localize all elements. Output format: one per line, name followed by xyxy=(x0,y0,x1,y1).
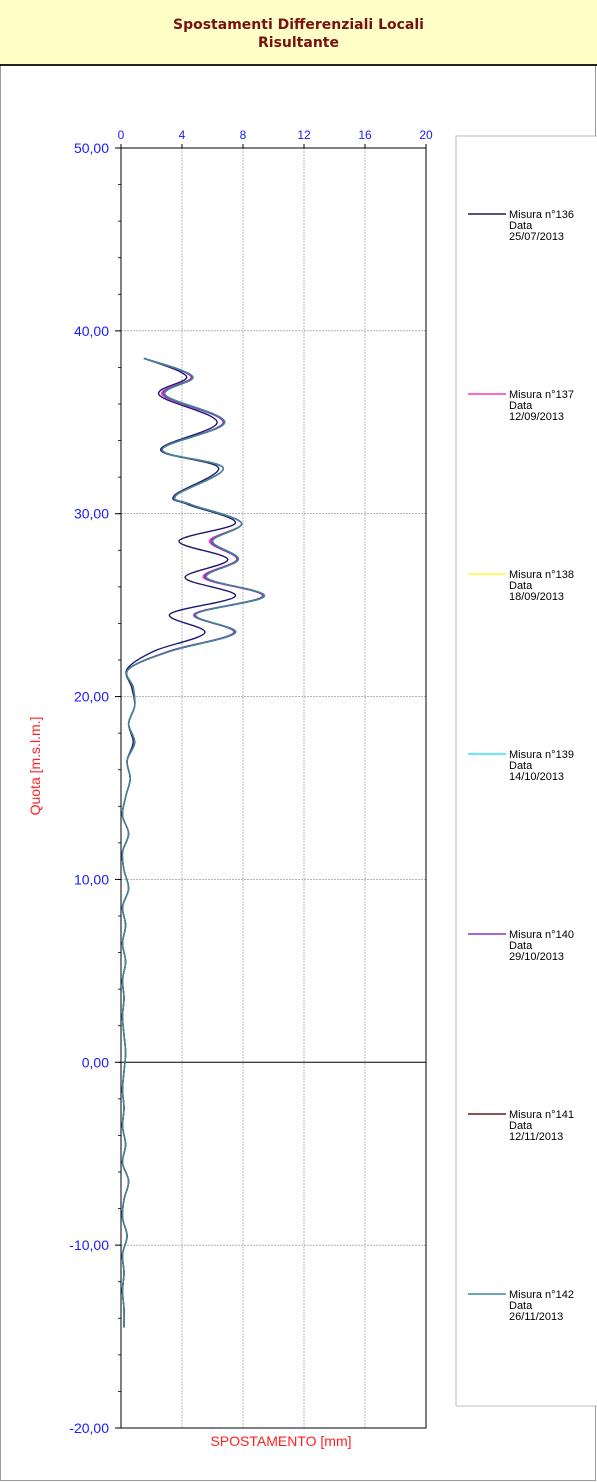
legend-data-label: Data xyxy=(509,580,533,592)
legend-series-date: 12/11/2013 xyxy=(509,1131,563,1143)
y-tick-label: 20,00 xyxy=(74,689,109,705)
x-tick-label: 20 xyxy=(419,128,433,142)
legend-series-name: Misura n°138 xyxy=(509,569,574,581)
legend-data-label: Data xyxy=(509,760,533,772)
legend-data-label: Data xyxy=(509,400,533,412)
x-tick-label: 0 xyxy=(118,128,125,142)
chart-title-line2: Risultante xyxy=(258,35,339,51)
y-axis-ticks: 50,00 40,00 30,00 20,00 10,00 0,00 -10,00 -20,0… xyxy=(69,140,121,1436)
legend-box xyxy=(455,135,597,1407)
legend-series-date: 14/10/2013 xyxy=(509,771,564,783)
legend-series-name: Misura n°141 xyxy=(509,1109,574,1121)
y-tick-label: 40,00 xyxy=(74,323,109,339)
y-tick-label: 10,00 xyxy=(74,871,109,887)
series-lines xyxy=(121,357,266,1328)
legend-series-name: Misura n°142 xyxy=(509,1289,574,1301)
series-line-7 xyxy=(121,357,266,1328)
legend-series-name: Misura n°136 xyxy=(509,209,574,221)
legend-series-name: Misura n°139 xyxy=(509,749,574,761)
legend-series-date: 25/07/2013 xyxy=(509,231,564,243)
chart-title-line1: Spostamenti Differenziali Locali xyxy=(173,17,424,33)
legend-series-name: Misura n°137 xyxy=(509,389,574,401)
y-tick-label: 0,00 xyxy=(82,1054,109,1070)
x-tick-label: 12 xyxy=(297,128,311,142)
y-tick-label: -20,00 xyxy=(69,1420,109,1436)
chart-svg: 0 4 8 12 16 20 50,00 40,00 30,00 20,00 10,00 0,00 -… xyxy=(27,128,597,1449)
legend-series-name: Misura n°140 xyxy=(509,929,574,941)
legend-data-label: Data xyxy=(509,1300,533,1312)
legend-series-date: 12/09/2013 xyxy=(509,411,564,423)
y-tick-label: 50,00 xyxy=(74,140,109,156)
series-line-5 xyxy=(121,357,264,1328)
plot-area xyxy=(120,147,427,1429)
y-tick-label: -10,00 xyxy=(69,1237,109,1253)
legend-series-date: 26/11/2013 xyxy=(509,1311,563,1323)
legend-series-date: 29/10/2013 xyxy=(509,951,564,963)
series-line-1 xyxy=(121,357,237,1328)
legend-data-label: Data xyxy=(509,940,533,952)
x-axis-label: SPOSTAMENTO [mm] xyxy=(210,1433,351,1449)
legend-series-date: 18/09/2013 xyxy=(509,591,564,603)
x-tick-label: 16 xyxy=(358,128,372,142)
chart-header: Spostamenti Differenziali Locali Risulta… xyxy=(0,0,597,66)
x-axis-ticks: 0 4 8 12 16 20 xyxy=(118,128,433,148)
x-tick-label: 8 xyxy=(240,128,247,142)
legend-data-label: Data xyxy=(509,220,533,232)
legend-data-label: Data xyxy=(509,1120,533,1132)
y-axis-label: Quota [m.s.l.m.] xyxy=(27,717,43,816)
y-tick-label: 30,00 xyxy=(74,506,109,522)
series-line-2 xyxy=(121,357,264,1328)
grid xyxy=(121,148,426,1428)
x-tick-label: 4 xyxy=(179,128,186,142)
